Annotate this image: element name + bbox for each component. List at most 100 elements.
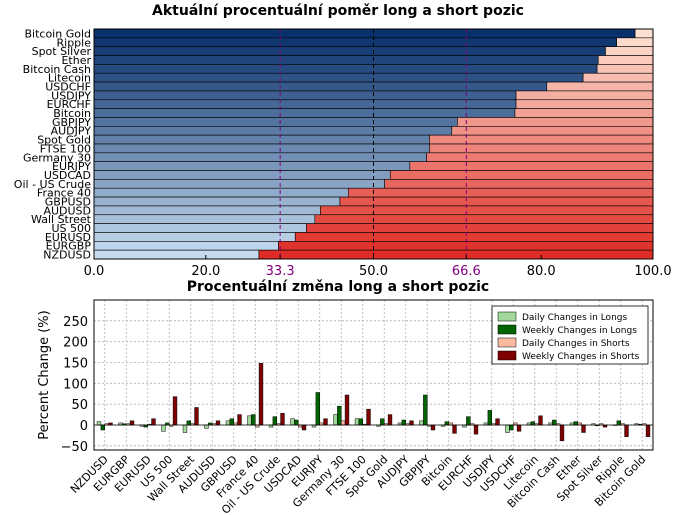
change-bar xyxy=(301,424,307,431)
short-bar xyxy=(426,152,654,162)
long-bar xyxy=(93,126,453,136)
y-tick-label: 200 xyxy=(63,336,88,351)
change-bar xyxy=(151,418,156,426)
change-bar xyxy=(538,415,543,426)
change-bar xyxy=(294,419,299,426)
change-bar xyxy=(337,406,342,426)
x-tick-label: 33.3 xyxy=(266,264,295,279)
change-bar xyxy=(466,416,471,426)
change-bar xyxy=(495,418,500,426)
long-bar xyxy=(93,223,307,233)
change-bar xyxy=(225,420,231,426)
x-tick-label: 0.0 xyxy=(84,264,105,279)
short-bar xyxy=(596,64,654,74)
change-bar xyxy=(186,420,192,426)
category-label: US 500 xyxy=(51,222,91,235)
change-bar xyxy=(516,424,522,432)
category-label: Wall Street xyxy=(31,213,92,226)
legend-label: Weekly Changes in Shorts xyxy=(522,352,640,362)
long-bar xyxy=(93,90,517,101)
short-bar xyxy=(582,72,654,83)
change-bar xyxy=(129,420,135,426)
change-bar xyxy=(280,413,285,426)
short-bar xyxy=(597,55,654,65)
change-bar xyxy=(272,416,277,426)
change-bar xyxy=(645,424,651,437)
change-bar xyxy=(487,410,492,426)
y-tick-label: 100 xyxy=(63,377,88,392)
long-bar xyxy=(93,241,279,251)
long-bar xyxy=(93,64,598,74)
long-bar xyxy=(93,72,584,83)
category-label: Spot Gold xyxy=(37,134,91,147)
short-bar xyxy=(546,81,654,92)
y-tick-label: 50 xyxy=(71,398,88,413)
long-bar xyxy=(93,99,517,109)
category-label: Oil - US Crude xyxy=(14,178,91,191)
short-bar xyxy=(339,196,654,207)
change-bar xyxy=(624,424,629,437)
short-bar xyxy=(384,179,654,189)
category-label: AUDJPY xyxy=(51,125,92,138)
long-bar xyxy=(93,179,385,189)
change-bar xyxy=(237,414,242,426)
long-bar xyxy=(93,108,516,118)
long-bar xyxy=(93,28,636,39)
long-bar xyxy=(93,143,430,154)
change-bar xyxy=(530,421,535,426)
long-bar xyxy=(93,37,617,47)
change-bar xyxy=(452,424,457,434)
long-bar xyxy=(93,117,458,127)
category-label: USDCHF xyxy=(45,81,91,94)
category-label: Ripple xyxy=(57,36,92,49)
bottom-chart-title: Procentuální změna long a short pozic xyxy=(187,279,489,295)
change-bar xyxy=(204,424,209,429)
long-bar xyxy=(93,81,548,92)
top-chart-title: Aktuální procentuální poměr long a short… xyxy=(152,3,524,19)
long-bar xyxy=(93,214,316,224)
long-bar xyxy=(93,249,260,260)
y-tick-label: 0 xyxy=(80,419,88,434)
legend-label: Weekly Changes in Longs xyxy=(522,326,637,336)
category-label: Bitcoin Gold xyxy=(24,27,91,40)
long-bar xyxy=(93,187,349,198)
category-label: Germany 30 xyxy=(23,151,91,164)
short-bar xyxy=(409,161,654,171)
short-bar xyxy=(515,99,654,109)
short-bar xyxy=(320,205,654,216)
change-bar xyxy=(229,418,235,426)
category-label: Spot Silver xyxy=(32,45,92,58)
short-bar xyxy=(258,249,654,260)
short-bar xyxy=(616,37,654,47)
change-bar xyxy=(573,421,578,426)
change-bar xyxy=(358,418,363,426)
short-bar xyxy=(278,241,654,251)
legend-label: Daily Changes in Shorts xyxy=(522,339,630,349)
short-bar xyxy=(514,108,654,118)
change-bar xyxy=(323,418,328,426)
x-tick-label: 66.6 xyxy=(452,264,481,279)
category-label: FTSE 100 xyxy=(40,142,91,155)
short-bar xyxy=(605,46,654,56)
short-bar xyxy=(306,223,654,233)
change-bar xyxy=(333,414,338,426)
bottom-chart-bars xyxy=(96,363,651,442)
bottom-chart-ylabel: Percent Change (%) xyxy=(37,310,52,439)
long-bar xyxy=(93,205,321,216)
short-bar xyxy=(429,143,654,154)
category-label: EURGBP xyxy=(46,240,92,253)
legend-swatch xyxy=(497,350,517,361)
legend-swatch xyxy=(497,337,517,348)
legend-swatch xyxy=(497,311,517,322)
change-bar xyxy=(354,418,360,426)
change-bar xyxy=(430,424,436,431)
change-bar xyxy=(387,414,393,426)
change-bar xyxy=(419,420,424,426)
change-bar xyxy=(509,424,514,431)
change-bar xyxy=(444,421,449,426)
long-bar xyxy=(93,55,599,65)
long-bar xyxy=(93,232,296,242)
category-label: EURCHF xyxy=(47,98,91,111)
long-bar xyxy=(93,134,430,145)
